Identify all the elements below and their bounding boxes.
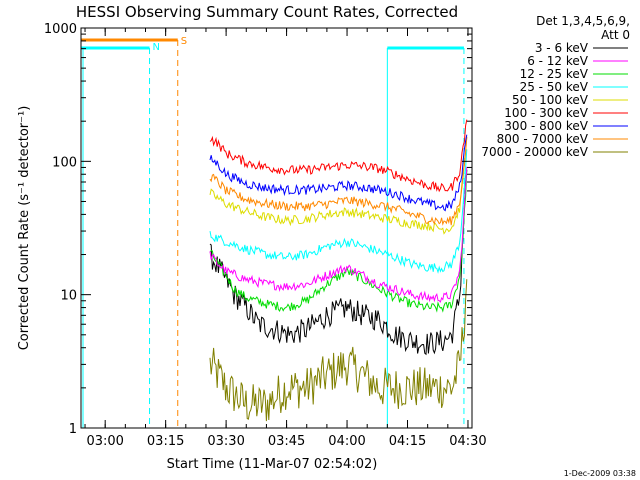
x-tick-label: 04:15 bbox=[389, 434, 426, 449]
legend-label: 3 - 6 keV bbox=[535, 41, 589, 55]
legend-label: 12 - 25 keV bbox=[520, 67, 589, 81]
x-tick-label: 03:30 bbox=[207, 434, 244, 449]
x-tick-label: 03:00 bbox=[86, 434, 123, 449]
axes: 1 10 100 1000 03:00 03:15 03:30 03:45 04:00 04:15… bbox=[44, 22, 487, 449]
x-tick-label: 04:30 bbox=[449, 434, 486, 449]
x-tick-label: 03:45 bbox=[268, 434, 305, 449]
legend-label: 6 - 12 keV bbox=[527, 54, 589, 68]
flag-n-label: N bbox=[153, 42, 160, 53]
x-tick-label: 04:00 bbox=[328, 434, 365, 449]
legend-label: 800 - 7000 keV bbox=[497, 132, 589, 146]
series-line-3 bbox=[209, 149, 468, 274]
flag-s-label: S bbox=[181, 36, 187, 47]
series-line-0 bbox=[209, 169, 468, 356]
x-axis-label: Start Time (11-Mar-07 02:54:02) bbox=[167, 457, 378, 472]
chart-title: HESSI Observing Summary Count Rates, Cor… bbox=[76, 3, 458, 21]
series-line-8 bbox=[209, 279, 468, 422]
y-tick-label: 10 bbox=[60, 289, 77, 304]
series-line-5 bbox=[209, 119, 468, 193]
legend-header-line-2: Att 0 bbox=[601, 28, 630, 42]
legend-header-line-1: Det 1,3,4,5,6,9, bbox=[536, 14, 630, 28]
legend-label: 50 - 100 keV bbox=[512, 93, 589, 107]
y-tick-label: 1 bbox=[69, 422, 77, 437]
series-line-4 bbox=[209, 136, 468, 235]
series-line-6 bbox=[209, 134, 468, 212]
legend-label: 25 - 50 keV bbox=[520, 80, 589, 94]
plot-area: NS bbox=[81, 36, 468, 428]
y-tick-label: 100 bbox=[52, 155, 77, 170]
x-tick-label: 03:15 bbox=[147, 434, 184, 449]
legend-label: 300 - 800 keV bbox=[504, 119, 588, 133]
plot-frame bbox=[80, 27, 473, 429]
series-line-1 bbox=[209, 166, 468, 303]
series-line-2 bbox=[209, 169, 468, 313]
y-axis-label: Corrected Count Rate (s⁻¹ detector⁻¹) bbox=[17, 106, 32, 351]
legend-label: 100 - 300 keV bbox=[504, 106, 588, 120]
series-line-7 bbox=[209, 137, 468, 226]
legend-label: 7000 - 20000 keV bbox=[481, 145, 588, 159]
footer-timestamp: 1-Dec-2009 03:38 bbox=[564, 469, 636, 478]
y-tick-label: 1000 bbox=[44, 22, 77, 37]
